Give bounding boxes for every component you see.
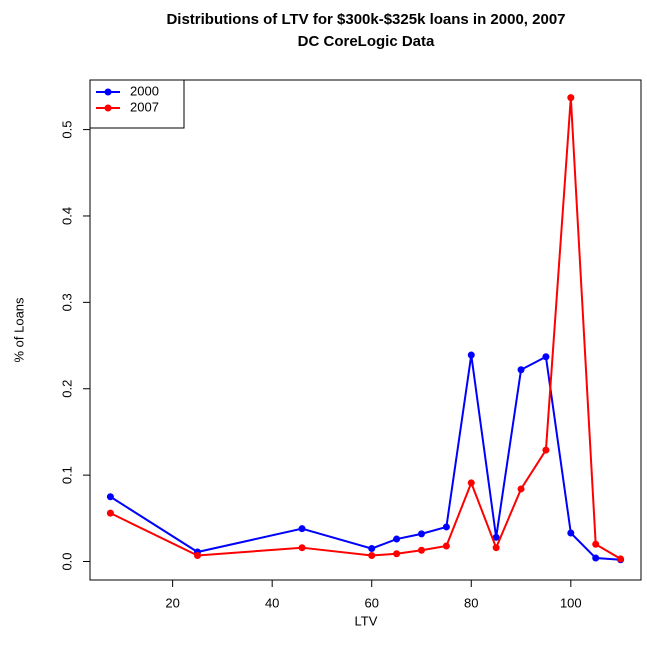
data-point xyxy=(542,353,550,361)
data-point xyxy=(106,509,114,517)
data-point xyxy=(368,551,376,559)
x-tick-label: 80 xyxy=(464,595,478,610)
data-point xyxy=(592,554,600,562)
data-point xyxy=(567,529,575,537)
y-axis-label: % of Loans xyxy=(11,297,26,363)
legend-marker xyxy=(104,88,112,96)
legend-label: 2007 xyxy=(130,99,159,114)
data-point xyxy=(467,479,475,487)
y-tick-label: 0.3 xyxy=(59,293,74,311)
data-point xyxy=(442,523,450,531)
x-tick-label: 100 xyxy=(560,595,582,610)
chart-title: DC CoreLogic Data xyxy=(298,33,435,50)
legend-label: 2000 xyxy=(130,83,159,98)
data-point xyxy=(393,550,401,558)
y-tick-label: 0.4 xyxy=(59,207,74,225)
chart-title: Distributions of LTV for $300k-$325k loa… xyxy=(166,11,565,28)
data-point xyxy=(298,544,306,552)
legend-marker xyxy=(104,104,112,112)
data-point xyxy=(106,493,114,501)
data-point xyxy=(467,351,475,359)
series-line xyxy=(109,97,622,560)
data-point xyxy=(542,446,550,454)
data-point xyxy=(517,366,525,374)
plot-frame xyxy=(89,79,642,581)
data-point xyxy=(368,545,376,553)
y-tick-label: 0.5 xyxy=(59,121,74,139)
data-point xyxy=(617,555,625,563)
data-point xyxy=(417,546,425,554)
legend-box xyxy=(89,79,185,129)
data-point xyxy=(517,485,525,493)
x-tick-label: 20 xyxy=(165,595,179,610)
y-tick-label: 0.1 xyxy=(59,466,74,484)
data-point xyxy=(417,530,425,538)
data-point xyxy=(393,535,401,543)
data-point xyxy=(567,94,575,102)
x-axis-label: LTV xyxy=(355,613,378,628)
data-point xyxy=(298,525,306,533)
y-tick-label: 0.2 xyxy=(59,380,74,398)
series-line xyxy=(109,354,621,561)
data-point xyxy=(442,542,450,550)
x-tick-label: 40 xyxy=(265,595,279,610)
y-tick-label: 0.0 xyxy=(59,552,74,570)
data-point xyxy=(492,533,500,541)
x-tick-label: 60 xyxy=(364,595,378,610)
data-point xyxy=(592,540,600,548)
data-point xyxy=(194,551,202,559)
data-point xyxy=(492,544,500,552)
